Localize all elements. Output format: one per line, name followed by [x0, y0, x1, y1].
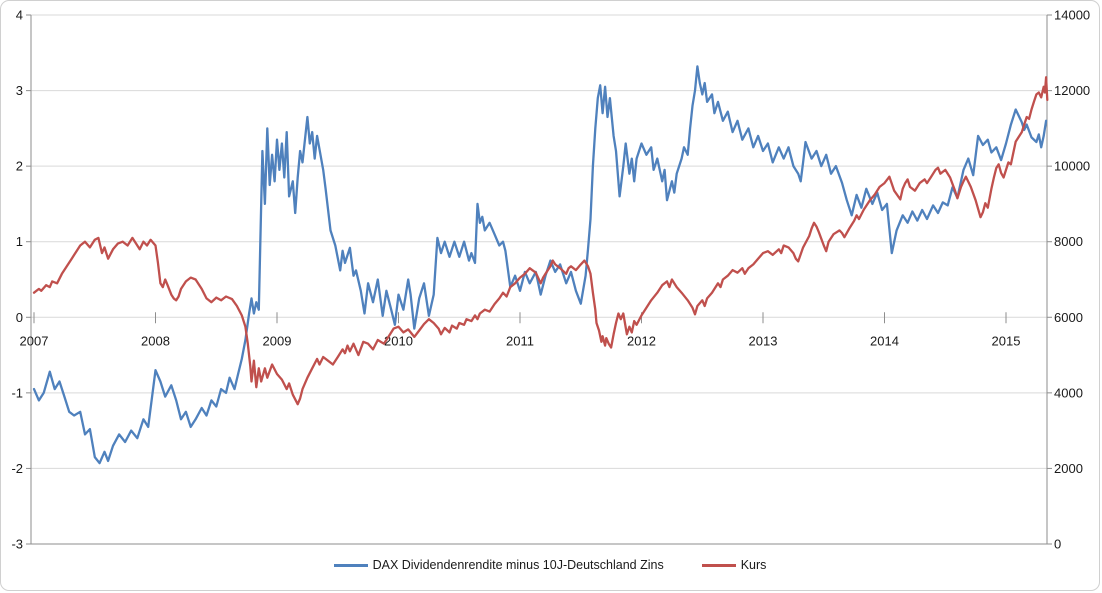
- y-axis-right-tick-label: 14000: [1054, 8, 1090, 23]
- x-axis-tick-label: 2011: [506, 333, 534, 348]
- series-kurs-line: [32, 76, 1049, 406]
- x-axis-tick-label: 2013: [749, 333, 778, 348]
- legend-item-kurs: Kurs: [701, 558, 767, 572]
- y-axis-right-tick-label: 10000: [1054, 159, 1090, 174]
- y-axis-right-tick-label: 6000: [1054, 310, 1083, 325]
- x-axis-tick-label: 2015: [992, 333, 1021, 348]
- y-axis-left-tick-label: 4: [16, 8, 23, 23]
- y-axis-left-tick-label: 0: [16, 310, 23, 325]
- y-axis-left-tick-label: 3: [16, 83, 23, 98]
- legend-line-sample-kurs: [701, 563, 736, 567]
- legend-item-spread: DAX Dividendenrendite minus 10J-Deutschl…: [333, 558, 664, 572]
- x-axis-tick-label: 2007: [20, 333, 49, 348]
- y-axis-left-tick-label: -1: [11, 385, 23, 400]
- y-axis-right-tick-label: 0: [1054, 537, 1061, 552]
- y-axis-right-tick-label: 12000: [1054, 83, 1090, 98]
- x-axis-tick-label: 2008: [141, 333, 170, 348]
- x-axis-tick-label: 2014: [870, 333, 899, 348]
- y-axis-left-tick-label: -2: [11, 461, 23, 476]
- series-dax-spread-line: [32, 65, 1048, 465]
- y-axis-left-tick-label: 2: [16, 159, 23, 174]
- x-axis-tick-label: 2010: [384, 333, 413, 348]
- legend-line-sample-spread: [333, 563, 368, 567]
- y-axis-left-tick-label: -3: [11, 537, 23, 552]
- y-axis-left-tick-label: 1: [16, 234, 23, 249]
- legend-label-kurs: Kurs: [740, 558, 767, 572]
- y-axis-right-tick-label: 8000: [1054, 234, 1083, 249]
- y-axis-right-tick-label: 4000: [1054, 385, 1083, 400]
- x-axis-tick-label: 2009: [263, 333, 292, 348]
- legend-label-spread: DAX Dividendenrendite minus 10J-Deutschl…: [372, 558, 664, 572]
- chart-legend: DAX Dividendenrendite minus 10J-Deutschl…: [1, 553, 1099, 577]
- x-axis-tick-label: 2012: [627, 333, 656, 348]
- y-axis-right-tick-label: 2000: [1054, 461, 1083, 476]
